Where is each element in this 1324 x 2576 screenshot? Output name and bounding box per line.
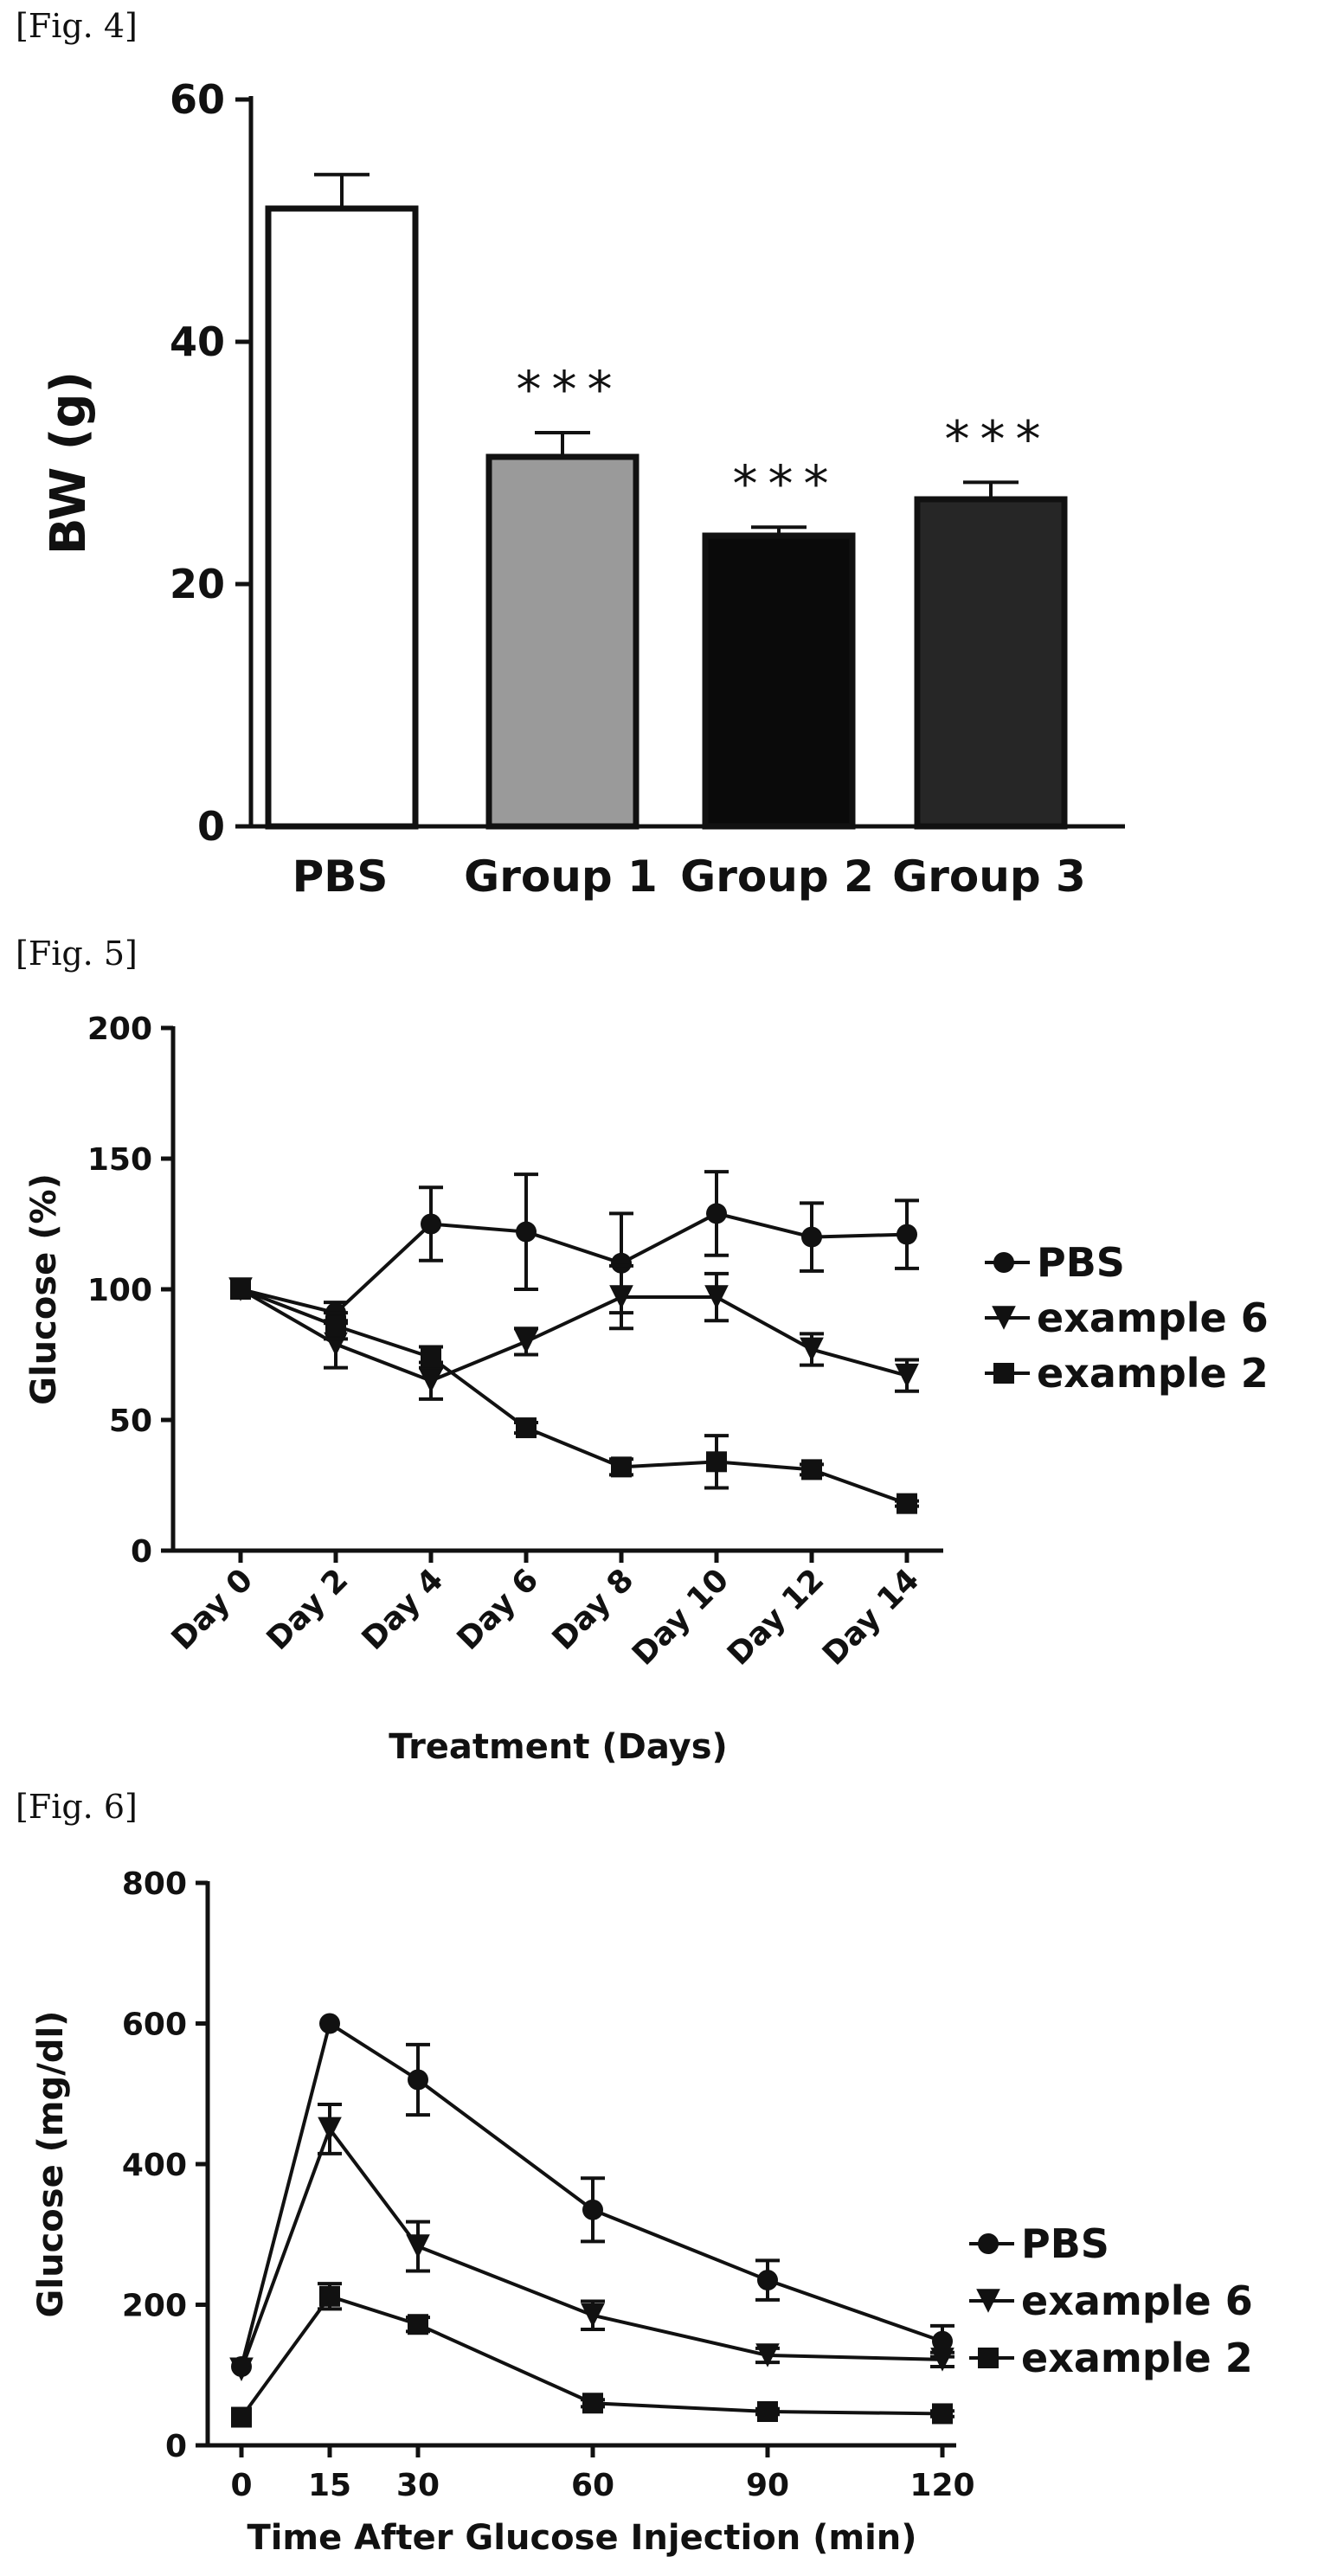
point-example-2 [421,1346,441,1368]
point-example-2 [231,2406,252,2428]
x-tick-label: 120 [909,2468,974,2503]
point-example-6 [930,2348,954,2372]
point-example-6 [609,1285,633,1309]
point-example-6 [406,2234,430,2258]
x-tick-label: 60 [571,2468,614,2503]
point-example-2 [408,2314,428,2335]
y-tick-label: 60 [170,76,225,123]
fig4-label: [Fig. 4] [16,7,138,45]
significance-marker: *** [945,409,1051,468]
point-pbs [319,2013,340,2034]
bar-pbs [265,205,419,830]
x-tick-label: Group 2 [680,851,874,902]
legend-label: example 2 [1021,2335,1253,2381]
point-example-2 [325,1315,346,1337]
series-line-pbs [240,2020,943,2367]
y-tick-label: 800 [122,1866,187,1902]
y-tick-label: 200 [87,1012,152,1047]
point-example-6 [895,1363,919,1388]
point-example-2 [611,1456,632,1478]
legend-label: PBS [1021,2220,1109,2267]
series-line-example-2 [240,2294,943,2419]
fig6-label: [Fig. 6] [16,1788,138,1826]
y-tick-label: 0 [131,1534,152,1570]
y-tick-label: 0 [165,2429,187,2464]
x-axis-label: Treatment (Days) [389,1727,728,1767]
x-axis-label: Time After Glucose Injection (min) [247,2518,916,2558]
y-tick-label: 100 [87,1273,152,1308]
point-example-6 [318,2117,342,2142]
x-tick-label: 90 [746,2468,789,2503]
point-example-2 [516,1417,537,1439]
legend-label: example 2 [1037,1350,1269,1397]
bar-group-1 [485,453,640,830]
legend-marker-pbs [993,1252,1014,1273]
point-example-2 [932,2403,953,2425]
point-example-6 [581,2303,605,2328]
x-tick-label: 0 [230,2468,252,2503]
significance-marker: *** [517,360,623,419]
legend-label: PBS [1037,1239,1125,1286]
y-tick-label: 600 [122,2007,187,2043]
y-tick-label: 200 [122,2289,187,2324]
series-line-example-6 [240,1288,908,1383]
x-tick-label: Group 1 [464,851,658,902]
point-example-2 [582,2393,603,2414]
y-tick-label: 50 [109,1404,152,1439]
fig5-label: [Fig. 5] [16,935,138,973]
point-example-2 [757,2401,778,2422]
point-pbs [408,2069,428,2091]
y-tick-label: 150 [87,1142,152,1178]
point-example-2 [897,1493,917,1514]
x-tick-label: PBS [292,851,389,902]
point-pbs [421,1213,441,1235]
point-example-2 [230,1279,251,1300]
legend-marker-example-6 [976,2289,1000,2313]
legend-marker-example-2 [978,2348,999,2368]
legend-label: example 6 [1037,1294,1269,1341]
point-pbs [611,1252,632,1274]
x-tick-label: Group 3 [892,851,1086,902]
y-axis-label: BW (g) [41,371,97,555]
point-pbs [757,2270,778,2291]
point-example-2 [801,1459,822,1481]
point-pbs [897,1224,917,1245]
legend-label: example 6 [1021,2277,1253,2324]
legend-marker-pbs [978,2233,999,2254]
y-tick-label: 20 [170,561,225,607]
point-example-2 [706,1451,727,1473]
bar-group-3 [914,496,1068,830]
series-line-example-6 [240,2125,943,2370]
legend-marker-example-2 [993,1363,1014,1384]
point-pbs [932,2330,953,2352]
significance-marker: *** [733,454,839,513]
point-pbs [801,1226,822,1248]
point-example-6 [755,2343,780,2367]
y-tick-label: 400 [122,2148,187,2183]
point-example-2 [319,2285,340,2307]
point-example-6 [419,1368,443,1393]
x-tick-label: 30 [396,2468,440,2503]
series-line-pbs [240,1211,908,1315]
y-axis-label: Glucose (%) [24,1173,64,1405]
point-example-6 [514,1329,538,1354]
x-tick-label: 15 [308,2468,351,2503]
y-tick-label: 40 [170,318,225,365]
bar-group-2 [702,532,856,830]
y-tick-label: 0 [197,803,225,850]
y-axis-label: Glucose (mg/dl) [31,2011,71,2318]
point-example-6 [229,2357,254,2382]
point-example-6 [704,1285,729,1309]
point-pbs [516,1221,537,1243]
legend-marker-example-6 [992,1306,1016,1330]
point-pbs [706,1203,727,1224]
series-line-example-2 [240,1288,908,1506]
bw-bar-chart: 0 20 40 60 BW (g) PBS *** Group 1 *** Group 2 *** G… [41,76,1125,902]
point-example-6 [800,1337,824,1362]
point-pbs [582,2199,603,2220]
